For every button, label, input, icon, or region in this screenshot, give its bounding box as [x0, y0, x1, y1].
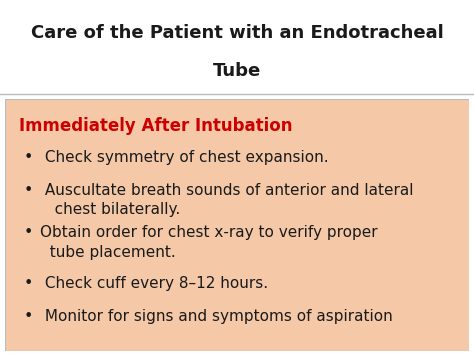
Text: •: •: [23, 225, 33, 240]
Text: Auscultate breath sounds of anterior and lateral
   chest bilaterally.: Auscultate breath sounds of anterior and…: [39, 182, 413, 217]
Text: •: •: [23, 150, 33, 165]
FancyBboxPatch shape: [5, 99, 469, 351]
Text: •: •: [23, 182, 33, 198]
Text: Monitor for signs and symptoms of aspiration: Monitor for signs and symptoms of aspira…: [39, 308, 392, 324]
Text: Immediately After Intubation: Immediately After Intubation: [18, 117, 292, 135]
Text: Check cuff every 8–12 hours.: Check cuff every 8–12 hours.: [39, 276, 268, 291]
Text: •: •: [23, 276, 33, 291]
Text: Check symmetry of chest expansion.: Check symmetry of chest expansion.: [39, 150, 328, 165]
Text: Obtain order for chest x-ray to verify proper
  tube placement.: Obtain order for chest x-ray to verify p…: [39, 225, 377, 260]
Text: Tube: Tube: [213, 61, 261, 80]
Text: •: •: [23, 308, 33, 324]
Text: Care of the Patient with an Endotracheal: Care of the Patient with an Endotracheal: [31, 24, 443, 42]
